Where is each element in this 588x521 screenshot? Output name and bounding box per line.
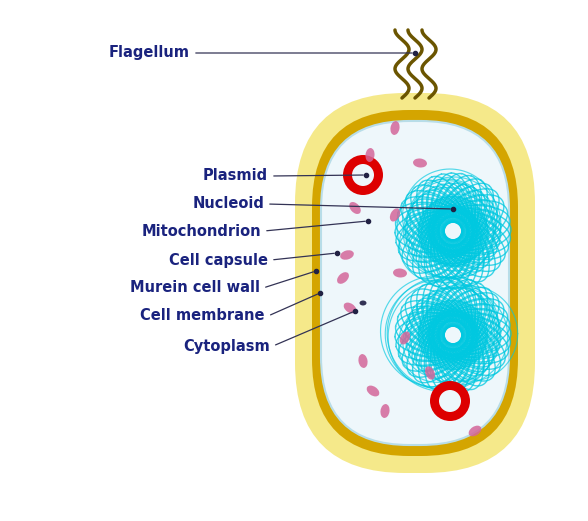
Circle shape [343, 155, 383, 195]
FancyBboxPatch shape [321, 121, 509, 445]
Ellipse shape [349, 202, 361, 214]
Ellipse shape [340, 250, 354, 260]
Circle shape [430, 381, 470, 421]
Ellipse shape [400, 331, 410, 344]
Text: Flagellum: Flagellum [109, 45, 190, 60]
Text: Cell capsule: Cell capsule [169, 253, 268, 267]
Ellipse shape [413, 158, 427, 168]
Ellipse shape [337, 272, 349, 284]
Ellipse shape [344, 303, 356, 314]
Text: Murein cell wall: Murein cell wall [130, 280, 260, 295]
Ellipse shape [380, 404, 390, 418]
Ellipse shape [359, 354, 368, 368]
Ellipse shape [469, 426, 482, 437]
Text: Cytoplasm: Cytoplasm [183, 339, 270, 354]
Text: Cell membrane: Cell membrane [141, 308, 265, 324]
Ellipse shape [390, 208, 400, 221]
Ellipse shape [425, 366, 435, 380]
Text: Nucleoid: Nucleoid [192, 196, 264, 212]
FancyBboxPatch shape [312, 110, 518, 456]
Circle shape [439, 390, 461, 412]
Ellipse shape [390, 121, 400, 135]
Ellipse shape [393, 268, 407, 278]
Circle shape [352, 164, 374, 186]
Text: Plasmid: Plasmid [203, 168, 268, 183]
FancyBboxPatch shape [295, 93, 535, 473]
Ellipse shape [367, 386, 379, 396]
Ellipse shape [359, 301, 366, 305]
Ellipse shape [366, 148, 375, 162]
Text: Mitochondrion: Mitochondrion [141, 224, 261, 239]
